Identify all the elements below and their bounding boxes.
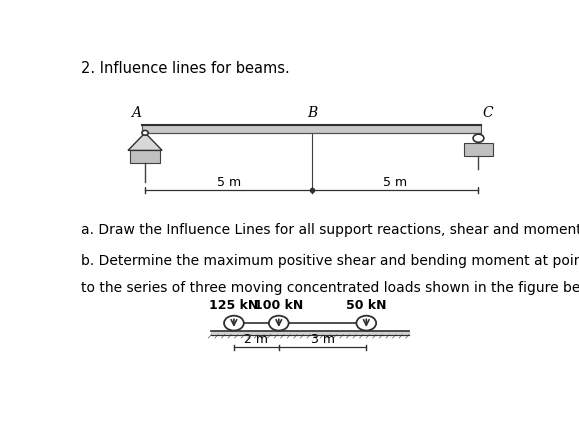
Text: 125 kN: 125 kN	[209, 298, 259, 311]
Bar	[211, 331, 409, 335]
Text: 5 m: 5 m	[383, 175, 408, 188]
Text: 100 kN: 100 kN	[254, 298, 303, 311]
Text: b. Determine the maximum positive shear and bending moment at point B due: b. Determine the maximum positive shear …	[81, 253, 579, 267]
Text: C: C	[482, 106, 493, 120]
Text: 2 m: 2 m	[244, 333, 268, 346]
Bar	[130, 151, 160, 164]
Circle shape	[269, 316, 289, 331]
Text: a. Draw the Influence Lines for all support reactions, shear and moment at B: a. Draw the Influence Lines for all supp…	[81, 223, 579, 237]
Circle shape	[357, 316, 376, 331]
Polygon shape	[128, 134, 162, 151]
Text: 5 m: 5 m	[217, 175, 241, 188]
Text: B: B	[307, 106, 317, 120]
Bar	[142, 126, 481, 134]
Text: 3 m: 3 m	[310, 333, 335, 346]
Text: A: A	[131, 106, 141, 120]
Text: 50 kN: 50 kN	[346, 298, 387, 311]
Text: 2. Influence lines for beams.: 2. Influence lines for beams.	[81, 61, 290, 76]
Bar	[464, 144, 493, 156]
Circle shape	[224, 316, 244, 331]
Circle shape	[473, 135, 484, 143]
Circle shape	[142, 131, 148, 136]
Text: to the series of three moving concentrated loads shown in the figure below.: to the series of three moving concentrat…	[81, 280, 579, 294]
